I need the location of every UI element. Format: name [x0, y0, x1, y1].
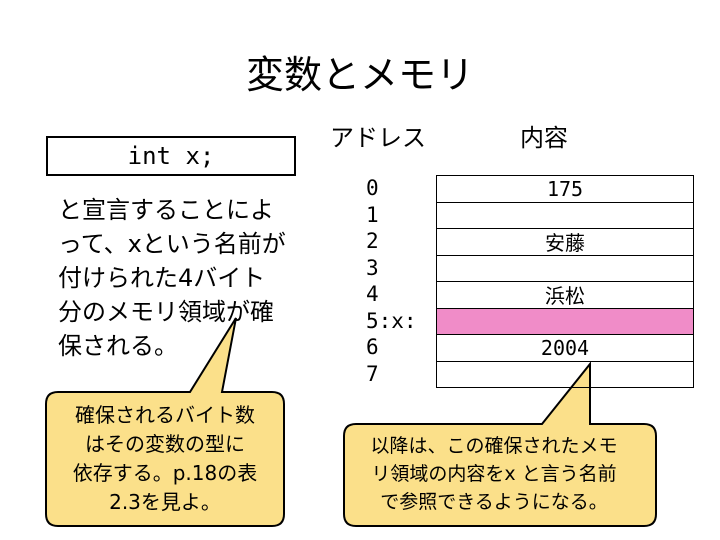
memory-table: 175 安藤 浜松 2004	[436, 175, 694, 388]
slide-title: 変数とメモリ	[245, 53, 474, 97]
description-text: と宣言することによ って、xという名前が 付けられた4バイト 分のメモリ領域が確…	[58, 196, 286, 360]
address-item: 1	[366, 202, 379, 227]
address-item: 0	[366, 176, 379, 200]
code-declaration: int x;	[46, 136, 296, 176]
memory-cell	[437, 203, 693, 229]
memory-cell: 175	[437, 176, 693, 203]
address-item: 2	[366, 229, 379, 253]
address-item: 6	[366, 335, 379, 359]
callout-right-bubble	[343, 361, 657, 527]
memory-cell	[437, 256, 693, 282]
memory-cell: 2004	[437, 335, 693, 362]
memory-cell: 浜松	[437, 282, 693, 309]
memory-cell: 安藤	[437, 229, 693, 256]
callout-right-text: 以降は、この確保されたメモ リ領域の内容をx と言う名前 で参照できるようになる…	[370, 435, 618, 513]
memory-cell-x-highlighted	[437, 308, 693, 335]
address-item: 7	[366, 361, 379, 386]
callout-left-bubble	[45, 317, 285, 527]
address-item-x: 5:x:	[366, 308, 417, 333]
memory-cell	[437, 362, 693, 388]
content-column-header: 内容	[520, 124, 568, 152]
address-list: 0 1 2 3 4 5:x: 6 7	[366, 175, 417, 387]
address-item: 4	[366, 282, 379, 306]
address-column-header: アドレス	[330, 124, 426, 152]
address-item: 3	[366, 255, 379, 280]
callout-left-text: 確保されるバイト数 はその変数の型に 依存する。p.18の表 2.3を見よ。	[72, 403, 258, 514]
